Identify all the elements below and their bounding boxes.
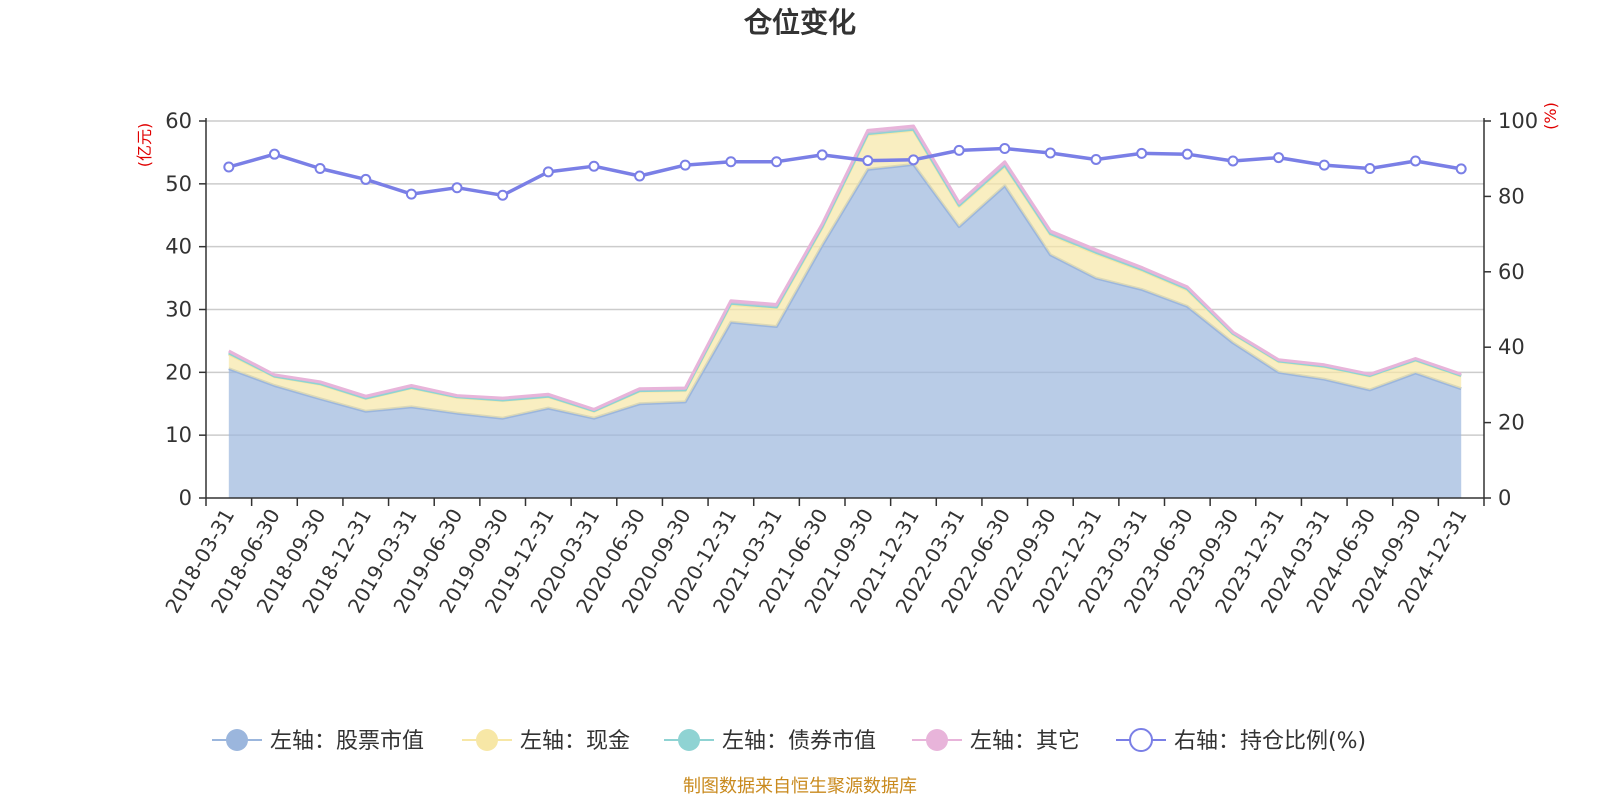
legend: 左轴：股票市值 左轴：现金 左轴：债券市值 左轴：其它 右轴：持仓比例(%) [212,728,1366,754]
holding-ratio-point [953,144,965,156]
holding-ratio-point [223,161,235,173]
right-axis-tick-label: 100 [1498,109,1538,133]
holding-ratio-point [314,163,326,175]
holding-ratio-point [1455,163,1467,175]
series-lines [223,143,1467,201]
holding-ratio-point [1273,152,1285,164]
holding-ratio-point [451,182,463,194]
holding-ratio-point [542,166,554,178]
legend-marker [926,729,948,751]
left-axis-unit: (亿元) [135,123,154,168]
right-axis-tick-label: 80 [1498,184,1525,208]
holding-ratio-point [1136,147,1148,159]
chart-title: 仓位变化 [744,6,856,39]
stacked-areas [228,124,1462,498]
area-cash [228,130,1462,419]
line-holding-ratio [228,146,1462,198]
holding-ratio-point [1318,159,1330,171]
right-axis-tick-label: 0 [1498,486,1511,510]
line-other [228,124,1462,411]
holding-ratio-point [862,155,874,167]
holding-ratio-point [999,143,1011,155]
legend-label: 左轴：债券市值 [722,729,876,754]
left-axis-tick-label: 60 [165,109,192,133]
holding-ratio-point [360,173,372,185]
holding-ratio-point [771,156,783,168]
left-axis-tick-label: 30 [165,298,192,322]
holding-ratio-point [725,156,737,168]
right-axis-tick-label: 60 [1498,260,1525,284]
legend-label: 左轴：股票市值 [270,729,424,754]
left-axis-tick-label: 50 [165,172,192,196]
data-source-note: 制图数据来自恒生聚源数据库 [683,776,917,797]
legend-marker [226,729,248,751]
holding-ratio-point [907,154,919,166]
legend-marker [1129,728,1153,752]
right-axis-unit: (%) [1541,102,1560,130]
holding-ratio-point [1364,163,1376,175]
legend-label: 右轴：持仓比例(%) [1174,729,1366,754]
left-axis-tick-label: 0 [179,486,192,510]
left-axis-tick-label: 20 [165,360,192,384]
left-axis-tick-label: 40 [165,235,192,259]
holding-ratio-point [679,159,691,171]
holding-ratio-point [588,160,600,172]
right-axis-tick-label: 20 [1498,411,1525,435]
holding-ratio-point [1410,155,1422,167]
holding-ratio-point [497,189,509,201]
legend-label: 左轴：现金 [520,729,630,754]
holding-ratio-point [1090,153,1102,165]
holding-ratio-point [268,148,280,160]
area-stock [228,164,1462,498]
holding-ratio-point [1044,147,1056,159]
legend-marker [476,729,498,751]
legend-label: 左轴：其它 [970,729,1080,754]
legend-marker [678,729,700,751]
holding-ratio-point [816,149,828,161]
holding-ratio-point [634,170,646,182]
left-axis-tick-label: 10 [165,423,192,447]
holding-ratio-point [1227,155,1239,167]
holding-ratio-point [405,188,417,200]
right-axis-tick-label: 40 [1498,335,1525,359]
holding-ratio-point [1181,148,1193,160]
